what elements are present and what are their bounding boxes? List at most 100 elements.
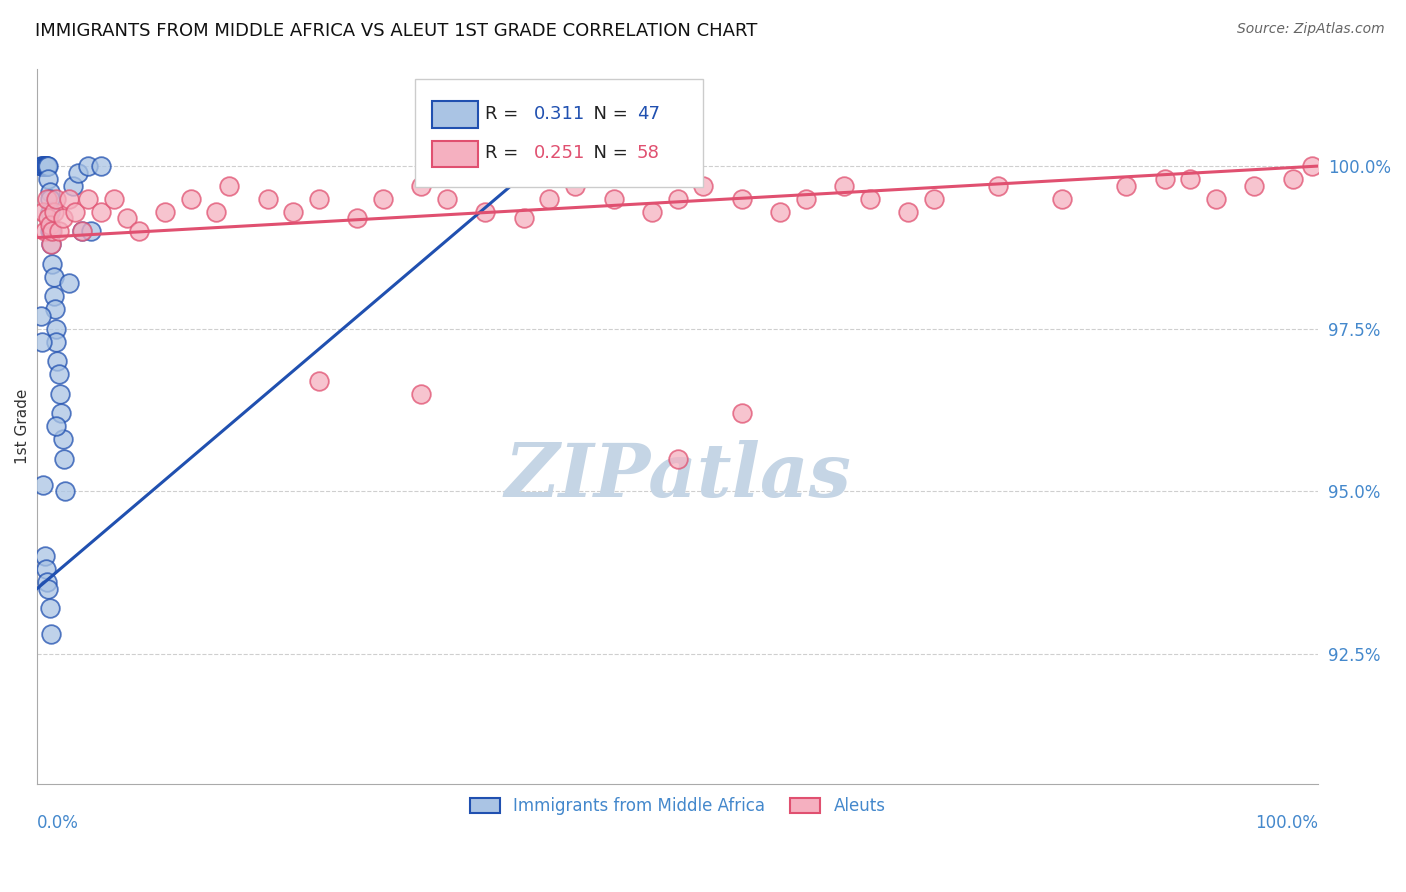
Point (90, 204, 112, 219)
Point (52, 432, 75, 446)
Point (46, 354, 69, 368)
Point (77, 159, 100, 173)
Point (38, 218, 60, 232)
Point (32, 204, 55, 219)
Point (1115, 178, 1137, 193)
Point (32, 159, 55, 173)
Text: N =: N = (582, 144, 633, 162)
Point (308, 192, 330, 206)
Point (38, 224, 60, 238)
Point (51, 406, 73, 420)
Point (77, 192, 100, 206)
Point (35, 562, 58, 576)
Point (769, 204, 792, 219)
Point (411, 386, 433, 401)
Text: R =: R = (485, 104, 524, 122)
Point (666, 192, 689, 206)
Point (128, 224, 150, 238)
Point (45, 419, 67, 434)
Point (513, 211, 536, 225)
Text: 0.0%: 0.0% (37, 814, 79, 832)
Point (37, 575, 59, 590)
Point (283, 204, 305, 219)
Point (411, 178, 433, 193)
Point (31, 159, 53, 173)
Point (39, 224, 62, 238)
Point (42, 204, 65, 219)
Point (38, 601, 60, 615)
Point (37, 211, 59, 225)
Point (436, 192, 458, 206)
Point (153, 204, 176, 219)
Point (53, 484, 76, 499)
Point (641, 204, 664, 219)
Point (859, 192, 882, 206)
Point (692, 178, 714, 193)
Text: N =: N = (582, 104, 633, 122)
Point (1153, 172, 1175, 186)
Point (103, 192, 125, 206)
Point (70, 224, 93, 238)
Point (538, 192, 561, 206)
Point (58, 276, 80, 290)
Text: 100.0%: 100.0% (1256, 814, 1319, 832)
Point (31, 334, 53, 349)
Point (70, 224, 93, 238)
Point (34, 159, 56, 173)
FancyBboxPatch shape (415, 79, 703, 186)
Point (38, 204, 60, 219)
Point (34, 224, 56, 238)
Text: 0.311: 0.311 (534, 104, 585, 122)
Text: ZIPatlas: ZIPatlas (505, 440, 851, 513)
Point (90, 159, 112, 173)
Point (37, 582, 59, 596)
Point (34, 549, 56, 564)
Point (602, 192, 624, 206)
Point (205, 204, 228, 219)
Point (41, 257, 63, 271)
Point (37, 159, 59, 173)
Point (49, 386, 72, 401)
Point (42, 289, 65, 303)
Text: 47: 47 (637, 104, 659, 122)
Point (1050, 192, 1073, 206)
Point (65, 204, 87, 219)
Point (45, 334, 67, 349)
FancyBboxPatch shape (432, 102, 478, 128)
Point (39, 627, 62, 641)
Point (32, 477, 55, 491)
Point (666, 451, 689, 466)
Point (1301, 159, 1323, 173)
Point (987, 178, 1010, 193)
Y-axis label: 1st Grade: 1st Grade (15, 389, 30, 464)
Point (30, 159, 52, 173)
Text: Source: ZipAtlas.com: Source: ZipAtlas.com (1237, 22, 1385, 37)
Point (115, 211, 138, 225)
Text: IMMIGRANTS FROM MIDDLE AFRICA VS ALEUT 1ST GRADE CORRELATION CHART: IMMIGRANTS FROM MIDDLE AFRICA VS ALEUT 1… (35, 22, 758, 40)
Point (62, 178, 84, 193)
Point (371, 192, 394, 206)
Point (44, 302, 66, 317)
Point (66, 165, 89, 179)
Point (80, 224, 103, 238)
Point (1205, 192, 1227, 206)
Point (45, 321, 67, 335)
Point (52, 451, 75, 466)
Point (38, 192, 60, 206)
Point (37, 159, 59, 173)
FancyBboxPatch shape (432, 141, 478, 167)
Point (731, 192, 754, 206)
Point (32, 159, 55, 173)
Point (41, 224, 63, 238)
Point (58, 192, 80, 206)
Point (37, 159, 59, 173)
Point (38, 185, 60, 199)
Point (37, 192, 59, 206)
Point (48, 367, 70, 381)
Text: 58: 58 (637, 144, 659, 162)
Point (45, 192, 67, 206)
Point (564, 178, 586, 193)
Point (39, 237, 62, 252)
Text: 0.251: 0.251 (534, 144, 585, 162)
Point (731, 406, 754, 420)
